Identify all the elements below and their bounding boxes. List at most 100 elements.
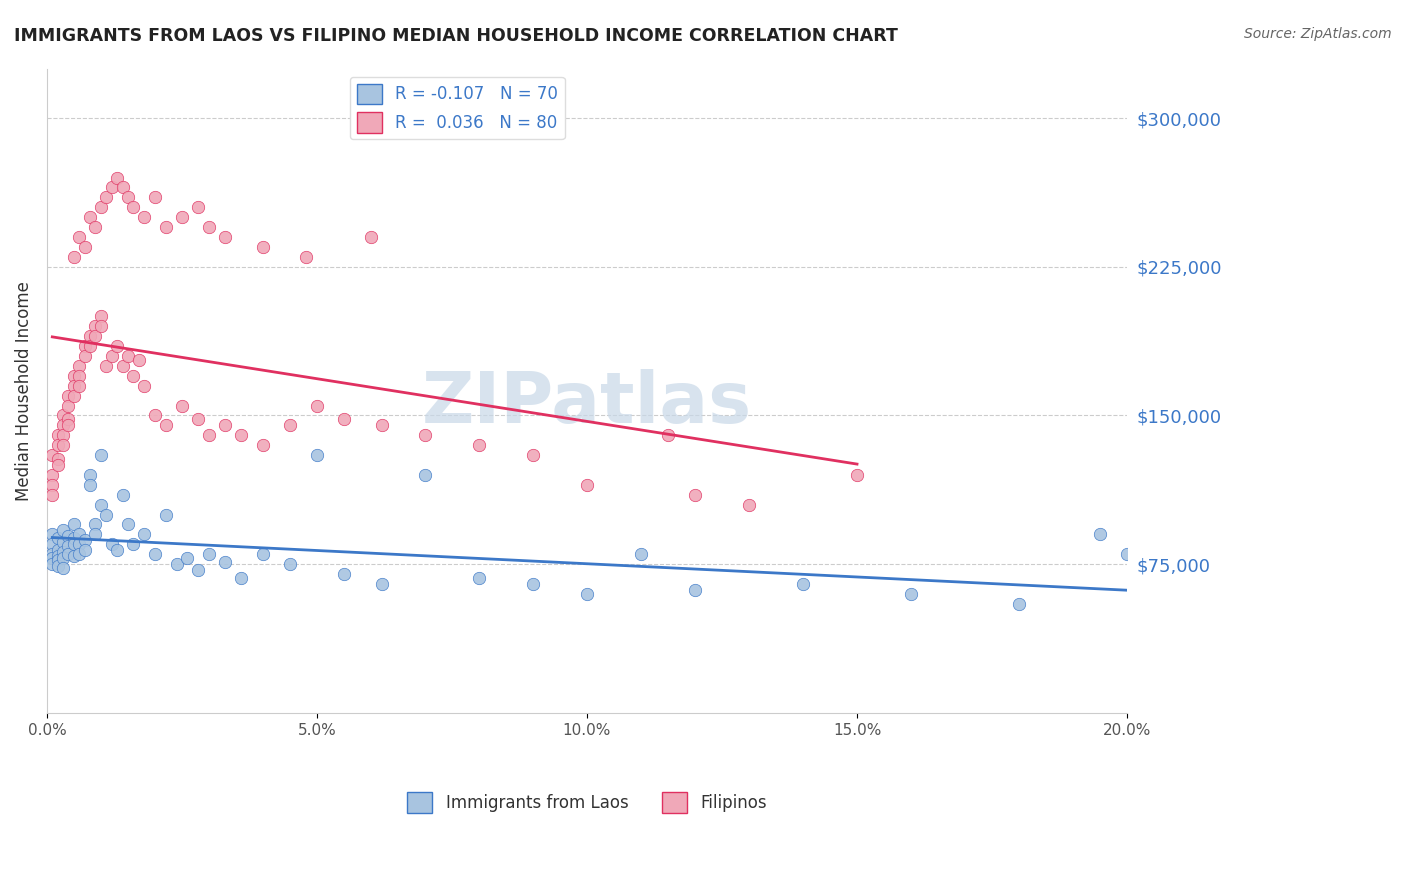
Point (90, 200, 112, 214)
Point (73, 543, 96, 558)
Point (73, 339, 96, 353)
Point (67, 368, 90, 383)
Point (63, 389, 86, 403)
Point (371, 577, 394, 591)
Point (67, 527, 90, 541)
Point (522, 577, 544, 591)
Point (117, 349, 139, 363)
Point (846, 467, 869, 482)
Point (143, 547, 166, 561)
Point (46, 458, 69, 472)
Point (41, 488, 63, 502)
Point (360, 230, 382, 244)
Point (100, 180, 122, 194)
Point (468, 571, 491, 585)
Point (155, 508, 177, 522)
Text: Source: ZipAtlas.com: Source: ZipAtlas.com (1244, 27, 1392, 41)
Point (46, 543, 69, 558)
Point (117, 517, 139, 532)
Legend: Immigrants from Laos, Filipinos: Immigrants from Laos, Filipinos (401, 786, 773, 819)
Point (214, 230, 236, 244)
Point (575, 478, 598, 492)
Point (79, 467, 101, 482)
Point (84, 220, 107, 235)
Point (58, 389, 80, 403)
Point (105, 543, 128, 558)
Point (792, 577, 814, 591)
Point (132, 527, 155, 541)
Point (84, 329, 107, 343)
Point (41, 547, 63, 561)
Point (1197, 587, 1219, 601)
Point (90, 319, 112, 334)
Point (683, 488, 706, 502)
Point (214, 418, 236, 433)
Point (96, 359, 118, 373)
Point (73, 240, 96, 254)
Point (170, 399, 193, 413)
Point (1251, 597, 1274, 611)
Point (52, 545, 75, 559)
Point (1331, 607, 1354, 621)
Point (1116, 547, 1139, 561)
Point (305, 448, 328, 462)
Point (96, 190, 118, 204)
Point (58, 529, 80, 543)
Point (333, 567, 356, 582)
Point (252, 240, 274, 254)
Text: IMMIGRANTS FROM LAOS VS FILIPINO MEDIAN HOUSEHOLD INCOME CORRELATION CHART: IMMIGRANTS FROM LAOS VS FILIPINO MEDIAN … (14, 27, 898, 45)
Point (900, 587, 922, 601)
Point (58, 418, 80, 433)
Point (128, 353, 150, 368)
Point (90, 310, 112, 324)
Point (41, 551, 63, 566)
Point (63, 549, 86, 564)
Point (46, 559, 69, 574)
Point (575, 587, 598, 601)
Point (231, 428, 253, 442)
Point (52, 551, 75, 566)
Point (187, 563, 209, 577)
Point (231, 571, 253, 585)
Point (46, 553, 69, 567)
Point (630, 547, 652, 561)
Point (41, 478, 63, 492)
Point (105, 170, 128, 185)
Point (111, 180, 134, 194)
Point (41, 467, 63, 482)
Point (58, 539, 80, 553)
Point (52, 535, 75, 549)
Point (1008, 597, 1031, 611)
Point (67, 359, 90, 373)
Point (252, 438, 274, 452)
Point (41, 537, 63, 551)
Point (67, 378, 90, 392)
Point (46, 549, 69, 564)
Point (155, 418, 177, 433)
Point (52, 524, 75, 538)
Point (683, 582, 706, 597)
Point (187, 412, 209, 426)
Text: ZIPatlas: ZIPatlas (422, 369, 752, 438)
Point (96, 508, 118, 522)
Point (187, 200, 209, 214)
Point (155, 220, 177, 235)
Point (143, 409, 166, 423)
Point (1223, 591, 1246, 605)
Point (46, 438, 69, 452)
Point (67, 230, 90, 244)
Point (73, 349, 96, 363)
Point (295, 250, 318, 264)
Point (63, 250, 86, 264)
Point (252, 547, 274, 561)
Point (84, 319, 107, 334)
Point (79, 210, 101, 224)
Point (413, 467, 436, 482)
Point (143, 190, 166, 204)
Point (52, 428, 75, 442)
Point (73, 533, 96, 548)
Point (1278, 603, 1301, 617)
Point (166, 557, 188, 571)
Point (1088, 527, 1111, 541)
Point (52, 438, 75, 452)
